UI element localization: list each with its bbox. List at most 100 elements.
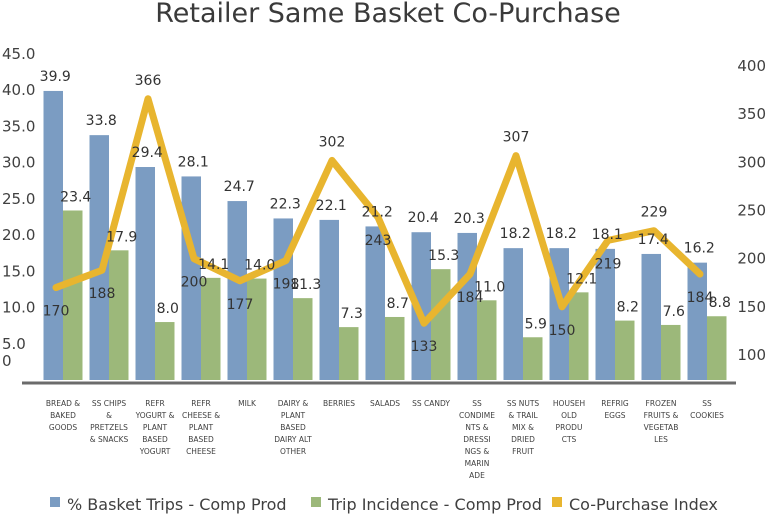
basket-trips-value: 21.2 (362, 204, 393, 220)
trip-incidence-bar (615, 320, 635, 380)
right-tick-label: 150 (737, 298, 766, 316)
trip-incidence-value: 15.3 (428, 248, 459, 264)
basket-trips-value: 17.4 (638, 232, 669, 248)
category-label: SS COOKIES (690, 399, 724, 420)
left-tick-label: 35.0 (2, 117, 35, 135)
basket-trips-value: 22.3 (270, 196, 301, 212)
trip-incidence-value: 8.7 (387, 296, 409, 312)
basket-trips-bar (595, 248, 615, 380)
category-label: DAIRY & PLANT BASED DAIRY ALT OTHER (274, 399, 312, 456)
trip-incidence-bar (569, 292, 589, 380)
basket-trips-bar (89, 135, 109, 380)
trip-incidence-bar (477, 300, 497, 380)
trip-incidence-bar (661, 324, 681, 380)
legend-label: % Basket Trips - Comp Prod (67, 495, 287, 514)
left-axis-ticks: 05.0 10.0 15.0 20.0 25.0 30.0 35.0 40.0 45.0 (2, 45, 35, 370)
category-label: BREAD & BAKED GOODS (46, 399, 80, 432)
left-tick-label: 15.0 (2, 262, 35, 280)
co-purchase-index-line (52, 95, 704, 327)
legend-swatch (552, 497, 562, 507)
category-label: SS CHIPS & PRETZELS & SNACKS (90, 399, 129, 444)
co-purchase-value: 366 (135, 73, 162, 89)
right-tick-label: 300 (737, 153, 766, 171)
category-label: FROZEN FRUITS & VEGETAB LES (644, 399, 679, 444)
trip-incidence-value: 12.1 (566, 271, 597, 287)
basket-trips-value: 18.2 (500, 226, 531, 242)
co-purchase-value: 307 (503, 130, 530, 146)
right-tick-label: 200 (737, 250, 766, 268)
trip-incidence-bar (155, 322, 175, 380)
category-labels: BREAD & BAKED GOODS SS CHIPS & PRETZELS & SNAC… (46, 399, 724, 480)
co-purchase-value: 198 (273, 277, 300, 293)
left-tick-label: 25.0 (2, 190, 35, 208)
left-tick-label: 0 (2, 352, 12, 370)
trip-incidence-value: 23.4 (60, 189, 91, 205)
trip-incidence-value: 7.3 (341, 306, 363, 322)
co-purchase-value: 170 (43, 304, 70, 320)
basket-trips-value: 29.4 (132, 145, 163, 161)
basket-trips-value: 18.2 (546, 226, 577, 242)
left-tick-label: 45.0 (2, 45, 35, 63)
trip-incidence-value: 14.0 (244, 258, 275, 274)
trip-incidence-value: 17.9 (106, 229, 137, 245)
category-label: REFRIG EGGS (601, 399, 629, 420)
trip-incidence-value: 7.6 (663, 304, 685, 320)
trip-incidence-value: 11.3 (290, 277, 321, 293)
basket-trips-value: 24.7 (224, 179, 255, 195)
category-label: REFR YOGURT & PLANT BASED YOGURT (135, 399, 175, 456)
right-tick-label: 400 (737, 57, 766, 75)
basket-trips-bar (411, 232, 431, 380)
basket-trips-bar (503, 248, 523, 380)
basket-trips-bar (135, 167, 155, 380)
co-purchase-value: 219 (595, 256, 622, 272)
category-label: BERRIES (323, 399, 355, 408)
basket-trips-value: 39.9 (40, 69, 71, 85)
co-purchase-value: 177 (227, 297, 254, 313)
trip-incidence-bar (247, 278, 267, 380)
category-label: SS NUTS & TRAIL MIX & DRIED FRUIT (507, 399, 540, 456)
basket-trips-value: 28.1 (178, 154, 209, 170)
trip-incidence-bar (523, 337, 543, 380)
left-tick-label: 10.0 (2, 299, 35, 317)
data-labels: 39.9 23.4 33.8 17.9 29.4 8.0 28.1 14.1 24.7 14.0 2… (40, 69, 731, 355)
trip-incidence-value: 14.1 (198, 257, 229, 273)
left-tick-label: 40.0 (2, 81, 35, 99)
basket-trips-bar (227, 201, 247, 380)
basket-trips-value: 20.4 (408, 210, 439, 226)
legend-label: Co-Purchase Index (569, 495, 718, 514)
basket-trips-bar (365, 226, 385, 380)
category-label: REFR CHEESE & PLANT BASED CHEESE (182, 399, 220, 456)
trip-incidence-bar (293, 298, 313, 380)
basket-trips-bar (273, 218, 293, 380)
category-label: SS CONDIME NTS & DRESSI NGS & MARIN ADE (459, 399, 495, 480)
trip-incidence-bar (431, 269, 451, 380)
basket-trips-bar (687, 262, 707, 380)
basket-trips-value: 16.2 (684, 241, 715, 257)
co-purchase-value: 184 (687, 290, 714, 306)
left-tick-label: 20.0 (2, 226, 35, 244)
legend-swatch (50, 497, 60, 507)
category-label: HOUSEH OLD PRODU CTS (553, 399, 585, 444)
trip-incidence-bar (339, 327, 359, 380)
trip-incidence-value: 8.0 (157, 301, 179, 317)
left-tick-label: 30.0 (2, 154, 35, 172)
trip-incidence-bar (109, 250, 129, 380)
right-tick-label: 100 (737, 346, 766, 364)
co-purchase-value: 243 (365, 233, 392, 249)
trip-incidence-bar (707, 316, 727, 380)
trip-incidence-bar (63, 210, 83, 380)
co-purchase-value: 200 (181, 275, 208, 291)
basket-trips-value: 20.3 (454, 211, 485, 227)
co-purchase-value: 133 (411, 339, 438, 355)
right-tick-label: 250 (737, 202, 766, 220)
basket-trips-bar (319, 219, 339, 380)
trip-incidence-value: 8.8 (709, 295, 731, 311)
basket-trips-bar (43, 90, 63, 381)
co-purchase-value: 229 (641, 205, 668, 221)
co-purchase-value: 302 (319, 134, 346, 150)
category-label: SS CANDY (412, 399, 450, 408)
basket-trips-value: 18.1 (592, 227, 623, 243)
right-axis-ticks: 100 150 200 250 300 350 400 (737, 57, 766, 364)
chart-title: Retailer Same Basket Co-Purchase (155, 0, 621, 29)
